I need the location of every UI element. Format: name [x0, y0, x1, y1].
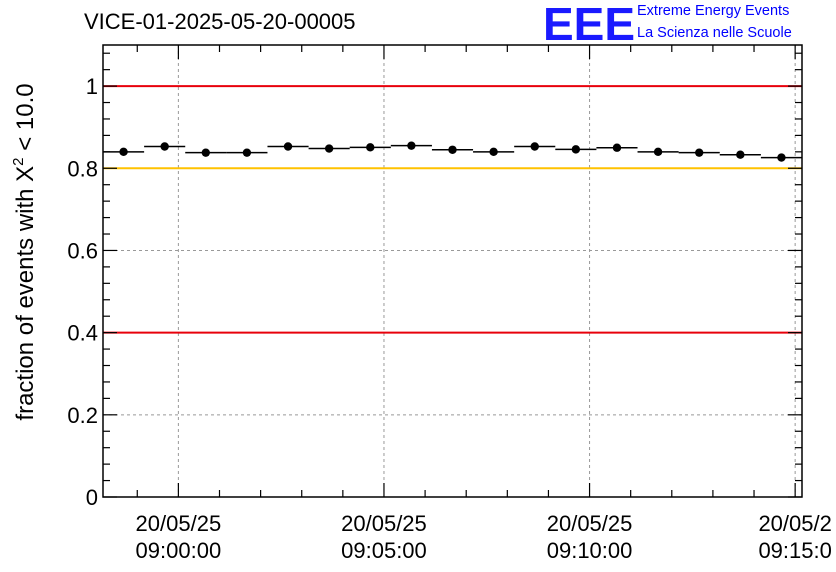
plot-frame — [102, 44, 803, 498]
data-points — [103, 141, 802, 162]
data-point — [160, 142, 169, 151]
data-point — [242, 148, 252, 157]
data-point — [324, 144, 334, 153]
x-tick-date-label: 20/05/2 — [758, 511, 831, 536]
y-tick-label: 0.6 — [67, 238, 98, 263]
y-tick-label: 1 — [86, 74, 98, 99]
x-tick-time-label: 09:00:00 — [136, 538, 222, 563]
chart-title: VICE-01-2025-05-20-00005 — [84, 9, 356, 34]
data-point — [283, 142, 293, 151]
y-tick-label: 0.8 — [67, 156, 98, 181]
x-tick-date-label: 20/05/25 — [341, 511, 427, 536]
grid-lines — [103, 45, 802, 497]
data-point — [201, 148, 210, 157]
data-point — [653, 147, 663, 157]
data-point — [571, 145, 581, 154]
y-axis-label: fraction of events with X2 < 10.0 — [10, 83, 39, 420]
data-point — [530, 142, 539, 151]
data-point — [612, 143, 622, 152]
y-tick-label: 0.4 — [67, 321, 98, 346]
data-point — [489, 147, 498, 157]
data-point — [777, 153, 786, 162]
reference-lines — [103, 85, 802, 334]
y-tick-label: 0.2 — [67, 403, 98, 428]
x-tick-time-label: 09:05:00 — [341, 538, 427, 563]
logo-line-2: La Scienza nelle Scuole — [637, 25, 792, 41]
eee-logo: EEE Extreme Energy Events La Scienza nel… — [543, 0, 833, 50]
data-point — [366, 143, 375, 152]
x-tick-date-label: 20/05/25 — [547, 511, 633, 536]
data-point — [407, 141, 416, 150]
data-point — [695, 148, 704, 157]
x-tick-time-label: 09:10:00 — [547, 538, 633, 563]
y-tick-label: 0 — [86, 485, 98, 510]
data-point — [119, 147, 128, 157]
x-tick-date-label: 20/05/25 — [136, 511, 222, 536]
axes: 00.20.40.60.8120/05/2509:00:0020/05/2509… — [67, 44, 832, 563]
data-point — [736, 150, 745, 159]
data-point — [448, 145, 457, 154]
logo-mark: EEE — [543, 0, 636, 50]
logo-line-1: Extreme Energy Events — [637, 3, 790, 19]
x-tick-time-label: 09:15:0 — [758, 538, 831, 563]
